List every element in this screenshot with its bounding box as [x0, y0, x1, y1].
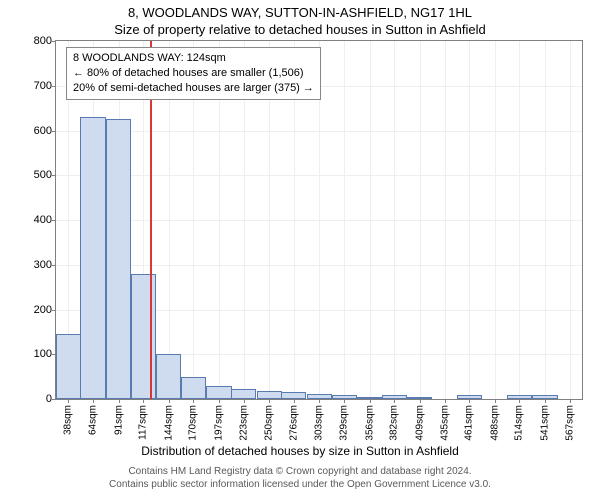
histogram-bar [382, 395, 407, 399]
x-tick-mark [344, 399, 345, 403]
histogram-bar [307, 394, 332, 399]
gridline-v [519, 41, 520, 399]
y-tick-mark [52, 399, 56, 400]
x-tick-mark [219, 399, 220, 403]
y-axis-label-wrap: Number of detached properties [0, 0, 20, 430]
x-tick-label: 541sqm [540, 405, 551, 441]
x-tick-label: 38sqm [63, 405, 74, 435]
y-tick-label: 200 [22, 304, 52, 316]
x-tick-mark [294, 399, 295, 403]
x-tick-mark [68, 399, 69, 403]
attribution-line2: Contains public sector information licen… [0, 479, 600, 492]
y-tick-mark [52, 41, 56, 42]
x-tick-label: 435sqm [439, 405, 450, 441]
x-tick-mark [370, 399, 371, 403]
x-tick-mark [193, 399, 194, 403]
histogram-bar [507, 395, 532, 399]
x-tick-label: 382sqm [389, 405, 400, 441]
x-tick-mark [445, 399, 446, 403]
x-tick-mark [143, 399, 144, 403]
x-tick-label: 144sqm [163, 405, 174, 441]
histogram-bar [206, 386, 231, 399]
histogram-bar [407, 397, 432, 399]
y-tick-mark [52, 310, 56, 311]
chart-title-line2: Size of property relative to detached ho… [0, 22, 600, 37]
x-tick-label: 117sqm [138, 405, 149, 440]
gridline-v [394, 41, 395, 399]
attribution-text: Contains HM Land Registry data © Crown c… [0, 466, 600, 491]
histogram-bar [532, 395, 557, 399]
histogram-bar [131, 274, 156, 399]
x-tick-label: 197sqm [214, 405, 225, 441]
gridline-v [420, 41, 421, 399]
x-tick-mark [244, 399, 245, 403]
histogram-bar [106, 119, 131, 399]
x-tick-mark [570, 399, 571, 403]
y-tick-label: 0 [22, 393, 52, 405]
y-tick-label: 800 [22, 35, 52, 47]
x-tick-label: 303sqm [314, 405, 325, 441]
gridline-v [495, 41, 496, 399]
histogram-bar [80, 117, 105, 399]
x-tick-label: 356sqm [364, 405, 375, 441]
x-tick-label: 64sqm [87, 405, 98, 435]
x-tick-mark [319, 399, 320, 403]
gridline-v [570, 41, 571, 399]
y-tick-mark [52, 131, 56, 132]
histogram-bar [357, 397, 382, 399]
histogram-bar [181, 377, 206, 399]
chart-title-line1: 8, WOODLANDS WAY, SUTTON-IN-ASHFIELD, NG… [0, 5, 600, 20]
x-tick-label: 488sqm [489, 405, 500, 441]
y-tick-label: 700 [22, 80, 52, 92]
x-tick-label: 276sqm [288, 405, 299, 441]
gridline-v [445, 41, 446, 399]
gridline-v [344, 41, 345, 399]
gridline-v [370, 41, 371, 399]
histogram-bar [156, 354, 181, 399]
annotation-line3: 20% of semi-detached houses are larger (… [73, 81, 314, 96]
plot-area: 8 WOODLANDS WAY: 124sqm← 80% of detached… [55, 40, 583, 400]
x-tick-mark [545, 399, 546, 403]
x-tick-label: 91sqm [113, 405, 124, 435]
x-tick-label: 250sqm [264, 405, 275, 441]
annotation-line1: 8 WOODLANDS WAY: 124sqm [73, 51, 314, 66]
attribution-line1: Contains HM Land Registry data © Crown c… [0, 466, 600, 479]
x-tick-label: 170sqm [188, 405, 199, 441]
x-tick-label: 514sqm [514, 405, 525, 441]
x-tick-mark [169, 399, 170, 403]
y-tick-mark [52, 175, 56, 176]
x-tick-mark [119, 399, 120, 403]
y-tick-mark [52, 220, 56, 221]
x-tick-mark [495, 399, 496, 403]
x-tick-label: 461sqm [464, 405, 475, 441]
y-tick-label: 500 [22, 169, 52, 181]
gridline-v [545, 41, 546, 399]
histogram-bar [281, 392, 306, 399]
histogram-bar [332, 395, 357, 399]
x-tick-mark [420, 399, 421, 403]
x-tick-mark [269, 399, 270, 403]
y-tick-label: 400 [22, 214, 52, 226]
x-tick-label: 409sqm [414, 405, 425, 441]
histogram-bar [257, 391, 282, 399]
histogram-bar [56, 334, 81, 399]
x-tick-label: 223sqm [238, 405, 249, 441]
histogram-bar [457, 395, 482, 399]
y-tick-label: 600 [22, 125, 52, 137]
x-tick-mark [469, 399, 470, 403]
annotation-line2: ← 80% of detached houses are smaller (1,… [73, 66, 314, 81]
y-tick-label: 300 [22, 259, 52, 271]
y-tick-mark [52, 86, 56, 87]
annotation-box: 8 WOODLANDS WAY: 124sqm← 80% of detached… [66, 47, 321, 100]
x-tick-mark [394, 399, 395, 403]
gridline-v [469, 41, 470, 399]
y-tick-mark [52, 265, 56, 266]
histogram-bar [231, 389, 256, 399]
x-tick-mark [519, 399, 520, 403]
x-tick-mark [93, 399, 94, 403]
y-tick-label: 100 [22, 348, 52, 360]
x-tick-label: 567sqm [564, 405, 575, 441]
x-axis-caption: Distribution of detached houses by size … [0, 444, 600, 458]
x-tick-label: 329sqm [339, 405, 350, 441]
